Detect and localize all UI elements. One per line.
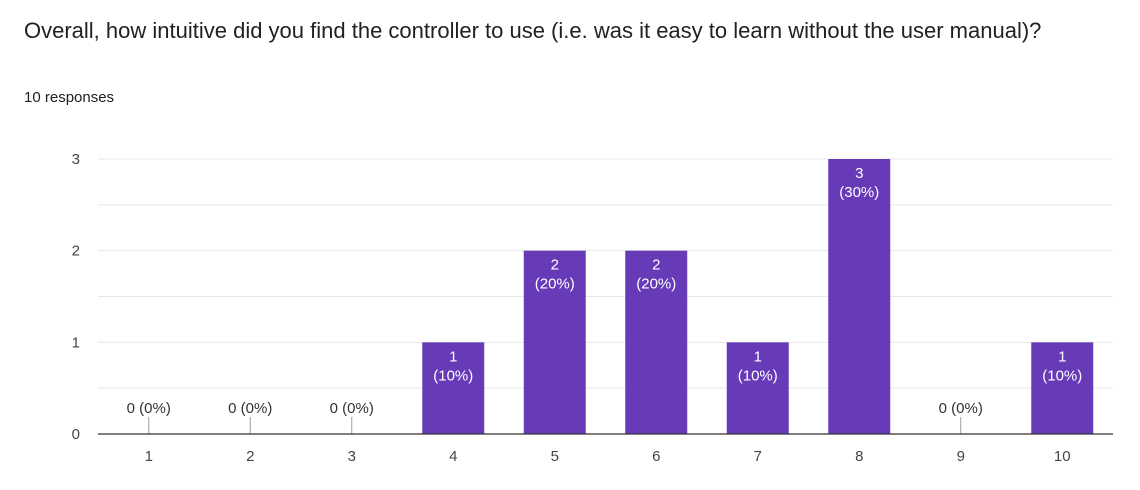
x-tick-label: 6 bbox=[652, 448, 660, 465]
x-tick-label: 4 bbox=[449, 448, 457, 465]
data-label: (10%) bbox=[1042, 367, 1082, 384]
x-tick-label: 9 bbox=[957, 448, 965, 465]
x-tick-label: 3 bbox=[348, 448, 356, 465]
data-label: 2 bbox=[652, 257, 660, 274]
x-tick-label: 10 bbox=[1054, 448, 1071, 465]
data-label: (10%) bbox=[433, 367, 473, 384]
x-tick-label: 2 bbox=[246, 448, 254, 465]
y-tick-label: 3 bbox=[72, 151, 80, 168]
y-tick-label: 0 bbox=[72, 426, 80, 443]
data-label: 3 bbox=[855, 165, 863, 182]
response-count: 10 responses bbox=[24, 89, 115, 106]
bar bbox=[726, 342, 789, 434]
bar bbox=[523, 250, 586, 434]
x-tick-label: 1 bbox=[145, 448, 153, 465]
data-label: 0 (0%) bbox=[127, 400, 171, 417]
data-label: 0 (0%) bbox=[330, 400, 374, 417]
bar bbox=[625, 250, 688, 434]
data-label: 1 bbox=[1058, 348, 1066, 365]
data-label: (30%) bbox=[839, 184, 879, 201]
y-tick-label: 2 bbox=[72, 243, 80, 260]
x-tick-label: 5 bbox=[551, 448, 559, 465]
data-label: (20%) bbox=[535, 276, 575, 293]
x-tick-label: 7 bbox=[754, 448, 762, 465]
data-label: (20%) bbox=[636, 276, 676, 293]
question-title: Overall, how intuitive did you find the … bbox=[24, 18, 1042, 43]
data-label: 0 (0%) bbox=[939, 400, 983, 417]
data-label: 0 (0%) bbox=[228, 400, 272, 417]
bar bbox=[1031, 342, 1094, 434]
y-tick-label: 1 bbox=[72, 334, 80, 351]
data-label: (10%) bbox=[738, 367, 778, 384]
bar bbox=[828, 159, 891, 434]
bar bbox=[422, 342, 485, 434]
data-label: 1 bbox=[449, 348, 457, 365]
data-label: 1 bbox=[754, 348, 762, 365]
x-tick-label: 8 bbox=[855, 448, 863, 465]
data-label: 2 bbox=[551, 257, 559, 274]
